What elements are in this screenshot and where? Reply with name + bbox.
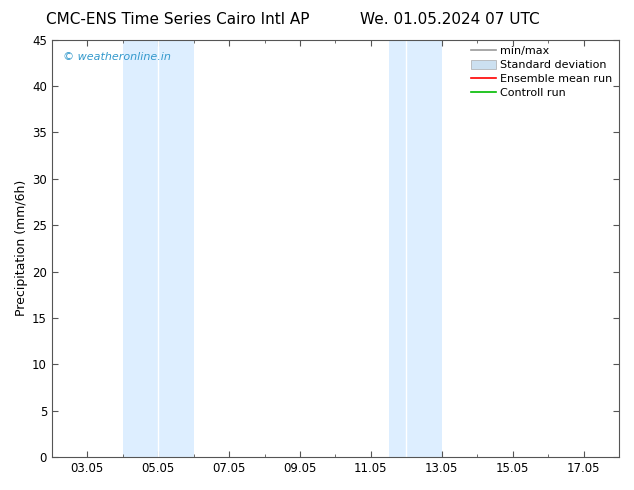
- Bar: [123, 40, 193, 457]
- Legend: min/max, Standard deviation, Ensemble mean run, Controll run: min/max, Standard deviation, Ensemble me…: [467, 42, 617, 103]
- Text: CMC-ENS Time Series Cairo Intl AP: CMC-ENS Time Series Cairo Intl AP: [46, 12, 309, 27]
- Bar: [389, 40, 442, 457]
- Text: We. 01.05.2024 07 UTC: We. 01.05.2024 07 UTC: [360, 12, 540, 27]
- Text: © weatheronline.in: © weatheronline.in: [63, 52, 171, 62]
- Y-axis label: Precipitation (mm/6h): Precipitation (mm/6h): [15, 180, 28, 317]
